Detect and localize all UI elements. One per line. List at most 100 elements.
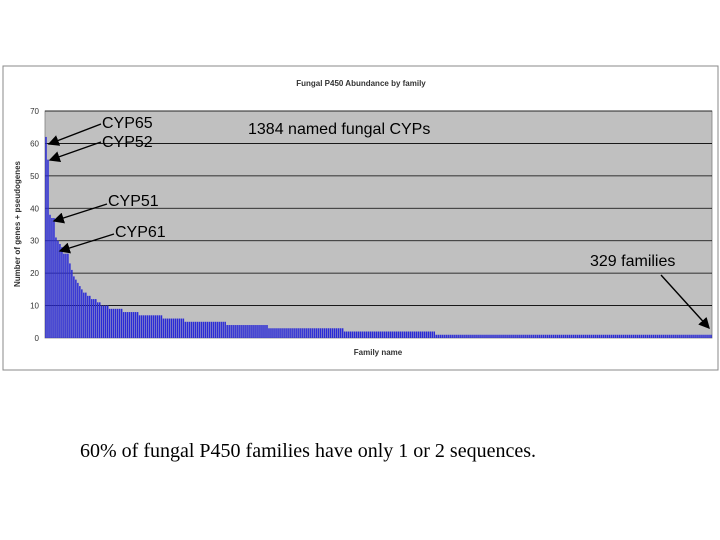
bar [632,334,635,338]
bar [411,331,414,338]
bar [284,328,286,338]
bar [529,334,531,338]
bar [274,328,276,338]
bar [696,334,698,338]
bar [700,334,702,338]
bar [325,328,328,338]
bar [550,334,553,338]
bar [634,334,637,338]
bar [658,334,660,338]
bar [610,334,613,338]
bar [236,325,238,338]
bar [182,318,185,338]
bar [154,315,157,338]
bar [598,334,601,338]
bar [489,334,491,338]
bar [83,292,85,338]
annotation-cyp52: CYP52 [102,134,153,151]
bar [383,331,386,338]
bar [128,312,131,338]
bar [248,325,250,338]
bar [57,240,59,338]
bar [558,334,561,338]
bar [630,334,633,338]
bar [53,218,55,338]
bar [162,318,165,338]
bar [140,315,143,338]
bar [224,321,226,338]
bar [431,331,433,338]
bar [124,312,127,338]
bar [413,331,416,338]
bar [335,328,338,338]
bar [158,315,161,338]
bar [513,334,515,338]
bar [497,334,499,338]
bar [702,334,704,338]
bar [331,328,334,338]
bar [77,282,79,338]
bar [686,334,688,338]
bar [318,328,320,338]
bar [120,308,123,338]
bar [192,321,195,338]
bar [126,312,129,338]
bar [614,334,617,338]
bar [417,331,420,338]
bar [543,334,545,338]
bar [541,334,543,338]
bar [118,308,121,338]
bar [652,334,655,338]
bar [314,328,316,338]
bar [172,318,175,338]
bar [684,334,686,338]
bar [467,334,469,338]
bar [166,318,169,338]
bar [308,328,310,338]
bar [688,334,690,338]
bar [676,334,678,338]
bar [606,334,609,338]
bar [433,331,435,338]
bar [535,334,537,338]
bar [628,334,631,338]
bar [324,328,326,338]
bar [288,328,290,338]
bar [437,334,439,338]
bar [264,325,266,338]
bar [694,334,696,338]
bar [246,325,248,338]
bar [242,325,244,338]
bar [419,331,422,338]
bar [427,331,430,338]
bar [509,334,511,338]
chart-title: Fungal P450 Abundance by family [296,79,426,88]
bar [570,334,573,338]
bar [395,331,398,338]
bar [266,325,268,338]
bar [429,331,432,338]
bar [435,334,437,338]
bar [594,334,597,338]
bar [222,321,224,338]
bar [463,334,465,338]
bar [608,334,611,338]
bar [656,334,658,338]
bar [475,334,477,338]
bar [228,325,230,338]
bar [664,334,666,338]
bar [525,334,527,338]
arrow-families [660,274,710,330]
bar [445,334,447,338]
bar [545,334,547,338]
bar [282,328,284,338]
bar [190,321,193,338]
bar [339,328,342,338]
bar [588,334,591,338]
bar [75,279,77,338]
bar [638,334,641,338]
bar [367,331,370,338]
y-axis-ticks: 0 10 20 30 40 50 60 70 [30,107,39,343]
bar [552,334,555,338]
bar [642,334,645,338]
